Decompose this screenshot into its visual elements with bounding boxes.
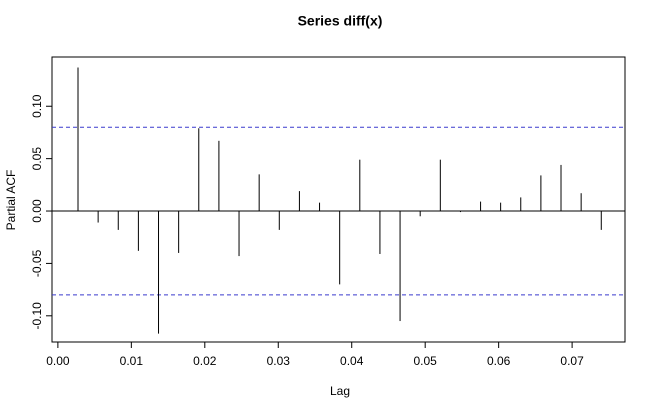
- y-tick-label: 0.05: [30, 147, 44, 171]
- plot-box: [51, 56, 626, 343]
- y-tick-label: 0.10: [30, 94, 44, 118]
- y-tick-label: -0.10: [30, 302, 44, 330]
- x-tick-label: 0.02: [193, 354, 217, 368]
- x-tick-label: 0.06: [487, 354, 511, 368]
- x-tick-label: 0.00: [46, 354, 70, 368]
- x-tick-label: 0.05: [414, 354, 438, 368]
- chart-title: Series diff(x): [298, 13, 383, 29]
- x-tick-label: 0.03: [267, 354, 291, 368]
- y-tick-label: -0.05: [30, 249, 44, 277]
- x-tick-label: 0.01: [120, 354, 144, 368]
- x-axis-label: Lag: [330, 384, 350, 398]
- y-axis-label: Partial ACF: [4, 170, 18, 231]
- y-tick-label: 0.00: [30, 199, 44, 223]
- x-tick-label: 0.04: [340, 354, 364, 368]
- x-tick-label: 0.07: [560, 354, 584, 368]
